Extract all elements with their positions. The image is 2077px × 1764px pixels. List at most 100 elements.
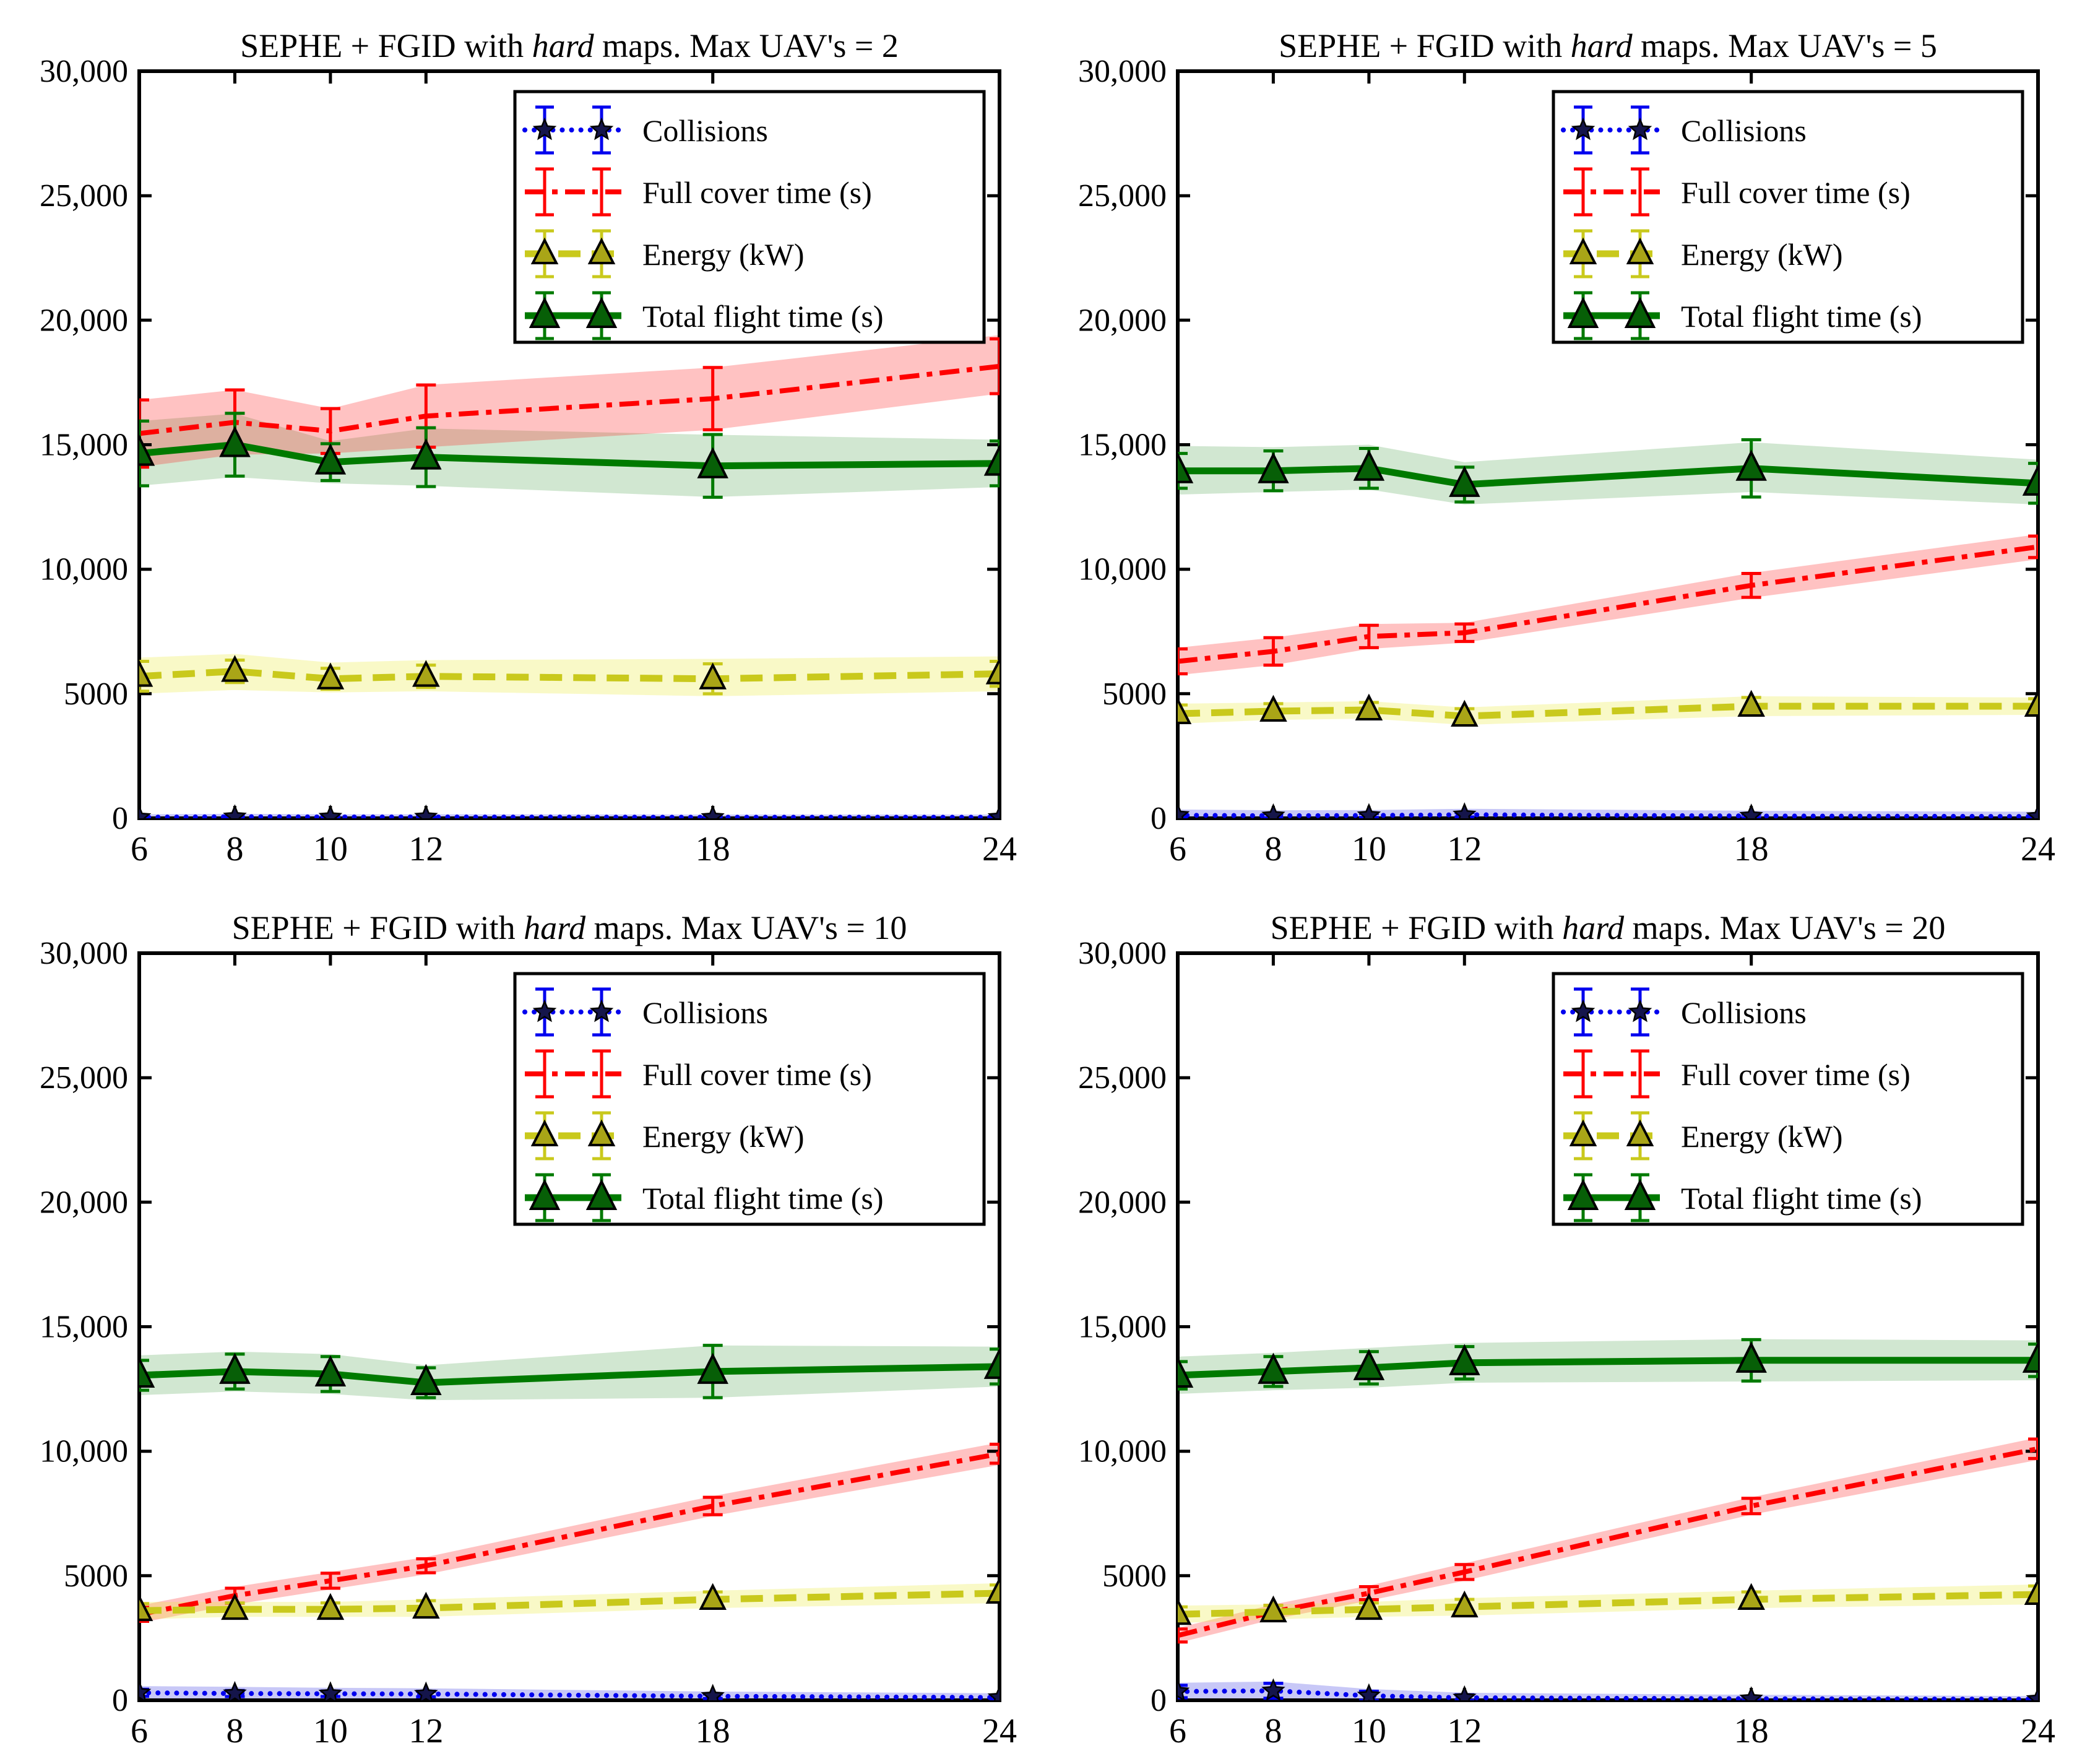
star-marker [987, 1685, 1000, 1700]
triangle-marker [585, 1178, 618, 1210]
triangle-marker [983, 1347, 1000, 1379]
star-marker [1178, 802, 1190, 818]
triangle-marker [587, 1119, 616, 1146]
star-marker [589, 117, 614, 141]
chart-title: SEPHE + FGID with hard maps. Max UAV's =… [232, 909, 907, 946]
confidence-band-energy [1178, 1584, 2038, 1623]
legend-label: Energy (kW) [1681, 237, 1842, 272]
triangle-marker [316, 662, 345, 690]
x-tick-label: 18 [696, 1712, 730, 1750]
y-tick-label: 10,000 [1078, 552, 1167, 587]
triangle-marker [1258, 1352, 1289, 1384]
triangle-marker [1569, 237, 1597, 264]
triangle-marker [1567, 1178, 1599, 1210]
x-tick-label: 18 [696, 830, 730, 868]
confidence-band-full_cover [1178, 1437, 2038, 1643]
y-tick-label: 0 [112, 1683, 128, 1718]
triangle-marker [585, 296, 618, 328]
y-tick-label: 20,000 [40, 1185, 128, 1220]
legend-label: Full cover time (s) [1681, 1057, 1911, 1092]
triangle-marker [1567, 296, 1599, 328]
series-line-total_flight [139, 441, 1000, 470]
series-line-energy [139, 668, 1000, 683]
triangle-marker [1624, 1178, 1656, 1210]
legend-label: Energy (kW) [1681, 1119, 1842, 1154]
y-tick-label: 10,000 [1078, 1434, 1167, 1469]
y-tick-label: 30,000 [1078, 936, 1167, 971]
star-marker [414, 804, 438, 818]
confidence-band-total_flight [139, 1345, 1000, 1401]
legend-label: Full cover time (s) [642, 1057, 872, 1092]
x-tick-label: 10 [313, 830, 348, 868]
chart-title: SEPHE + FGID with hard maps. Max UAV's =… [240, 27, 899, 64]
x-tick-label: 10 [313, 1712, 348, 1750]
triangle-marker [1451, 1590, 1479, 1618]
triangle-marker [410, 438, 442, 470]
triangle-marker [1353, 449, 1385, 481]
series-line-total_flight [1178, 465, 2038, 488]
chart-title: SEPHE + FGID with hard maps. Max UAV's =… [1279, 27, 1937, 64]
triangle-marker [314, 443, 347, 475]
legend: Collisions Full cover time (s) Energy (kW)… [1552, 972, 2024, 1226]
triangle-marker [1259, 694, 1287, 722]
legend-label: Collisions [642, 113, 768, 148]
x-tick-label: 12 [1447, 1712, 1482, 1750]
triangle-marker [316, 1593, 345, 1620]
star-marker [589, 999, 614, 1023]
star-marker [1453, 1685, 1477, 1700]
triangle-marker [2024, 690, 2038, 717]
star-marker [1453, 802, 1477, 818]
legend-label: Total flight time (s) [642, 299, 883, 334]
legend-label: Full cover time (s) [642, 175, 872, 210]
star-marker [1571, 999, 1596, 1023]
x-tick-label: 6 [1169, 1712, 1186, 1750]
x-tick-label: 6 [1169, 830, 1186, 868]
star-marker [223, 1680, 247, 1700]
y-tick-label: 20,000 [1078, 303, 1167, 338]
legend-box [1552, 90, 2024, 344]
chart-max-uavs-20: 0 5000 10,000 15,000 20,000 25,000 30,000 6 8 10 1… [1038, 882, 2077, 1764]
triangle-marker [1735, 1341, 1767, 1373]
triangle-marker [412, 660, 440, 687]
legend-label: Full cover time (s) [1681, 175, 1911, 210]
y-tick-label: 5000 [64, 677, 128, 712]
series-line-collisions [139, 814, 1000, 818]
legend-box [513, 90, 986, 344]
chart-max-uavs-10: 0 5000 10,000 15,000 20,000 25,000 30,000 6 8 10 1… [0, 882, 1038, 1764]
triangle-marker [1449, 465, 1480, 497]
star-marker [2026, 1687, 2038, 1700]
triangle-marker [1178, 1356, 1194, 1388]
y-tick-label: 0 [1151, 1683, 1167, 1718]
triangle-marker [1353, 1349, 1385, 1380]
triangle-marker [221, 655, 249, 682]
star-marker [318, 1681, 343, 1700]
triangle-marker [139, 660, 153, 687]
star-marker [1261, 1678, 1285, 1700]
triangle-marker [985, 657, 1000, 685]
triangle-marker [697, 447, 728, 478]
series-line-energy [1178, 703, 2038, 720]
star-marker [139, 1680, 152, 1700]
star-marker [318, 804, 343, 818]
legend-label: Total flight time (s) [642, 1181, 883, 1216]
confidence-band-total_flight [1178, 1339, 2038, 1394]
y-tick-label: 10,000 [40, 552, 128, 587]
legend-label: Energy (kW) [642, 237, 804, 272]
star-marker [414, 1681, 438, 1700]
y-tick-label: 15,000 [40, 1310, 128, 1345]
y-tick-label: 30,000 [1078, 54, 1167, 89]
legend-box [1552, 972, 2024, 1226]
x-tick-label: 24 [982, 830, 1017, 868]
star-marker [223, 804, 247, 818]
star-marker [1261, 803, 1285, 818]
x-tick-label: 18 [1734, 1712, 1769, 1750]
series-line-energy [139, 1589, 1000, 1614]
triangle-marker [530, 237, 559, 264]
x-tick-label: 12 [1447, 830, 1482, 868]
triangle-marker [1355, 1593, 1383, 1620]
plot-frame [137, 951, 1001, 1702]
y-tick-label: 15,000 [1078, 1310, 1167, 1345]
triangle-marker [1624, 296, 1656, 328]
y-tick-label: 25,000 [1078, 178, 1167, 214]
